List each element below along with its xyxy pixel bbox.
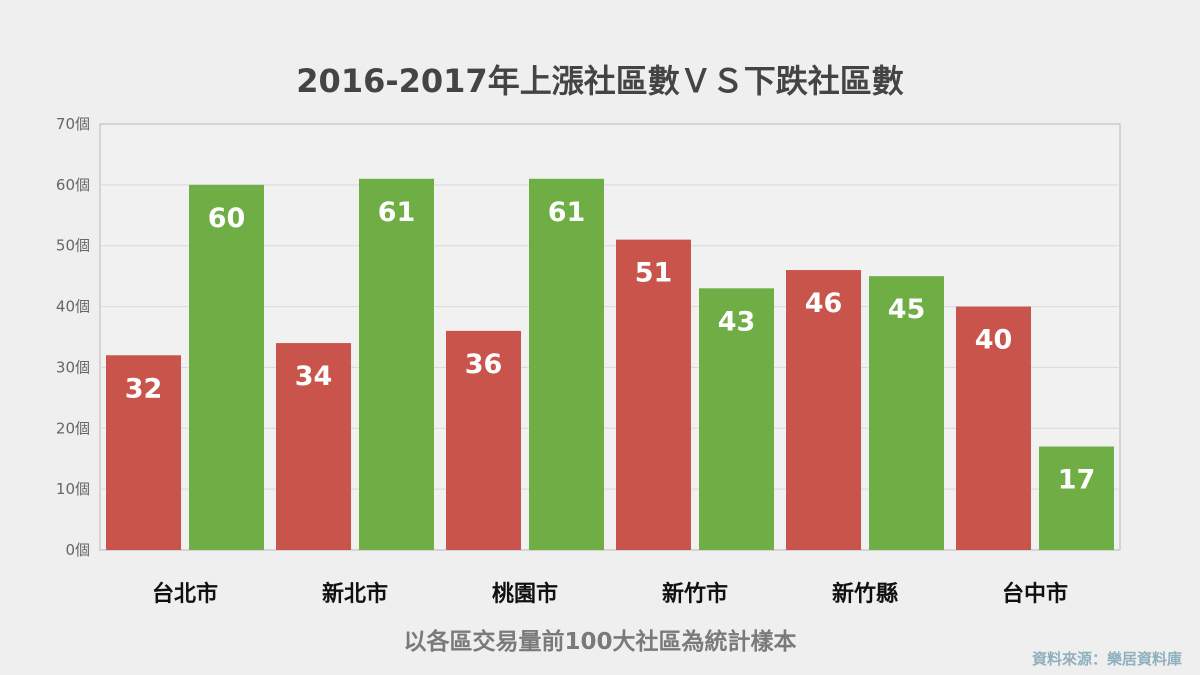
bar — [106, 355, 181, 550]
x-tick-label: 台中市 — [1002, 581, 1068, 607]
y-tick-label: 50個 — [56, 237, 90, 255]
data-label: 34 — [295, 361, 333, 392]
data-label: 61 — [378, 197, 416, 228]
y-tick-label: 20個 — [56, 419, 90, 437]
y-tick-label: 10個 — [56, 480, 90, 498]
x-tick-label: 台北市 — [152, 581, 218, 607]
y-tick-label: 70個 — [56, 115, 90, 133]
bar — [786, 270, 861, 550]
bar — [359, 178, 434, 550]
x-tick-label: 新竹縣 — [832, 581, 898, 607]
bar — [616, 239, 691, 550]
data-label: 40 — [975, 325, 1013, 356]
bar — [276, 343, 351, 550]
bar — [869, 276, 944, 550]
data-label: 17 — [1058, 465, 1096, 496]
source-note: 資料來源：樂居資料庫 — [1031, 650, 1182, 668]
data-label: 51 — [635, 258, 673, 289]
chart-title: 2016-2017年上漲社區數ＶＳ下跌社區數 — [296, 62, 904, 100]
chart-subtitle: 以各區交易量前100大社區為統計樣本 — [403, 629, 797, 655]
x-tick-label: 新北市 — [322, 581, 388, 607]
y-tick-label: 30個 — [56, 358, 90, 376]
bar — [529, 178, 604, 550]
data-label: 60 — [208, 203, 246, 234]
data-label: 43 — [718, 306, 756, 337]
y-tick-label: 60個 — [56, 176, 90, 194]
bar — [956, 306, 1031, 550]
x-tick-label: 桃園市 — [492, 581, 558, 607]
y-tick-label: 40個 — [56, 298, 90, 316]
bar — [446, 330, 521, 550]
data-label: 36 — [465, 349, 503, 380]
x-tick-label: 新竹市 — [662, 581, 728, 607]
data-label: 46 — [805, 288, 843, 319]
y-tick-label: 0個 — [65, 541, 90, 559]
data-label: 32 — [125, 373, 163, 404]
data-label: 45 — [888, 294, 926, 325]
plot-frame — [99, 123, 1121, 551]
bar — [189, 184, 264, 550]
data-label: 61 — [548, 197, 586, 228]
bar — [1039, 446, 1114, 550]
bar — [699, 288, 774, 550]
